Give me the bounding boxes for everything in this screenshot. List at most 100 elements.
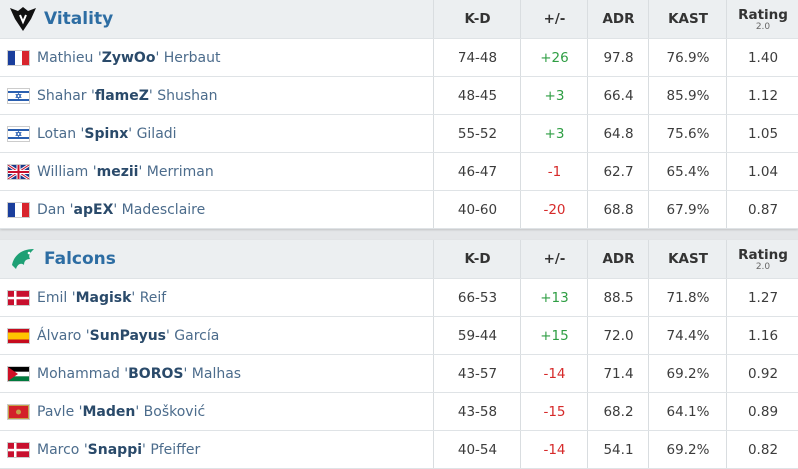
stat-adr: 71.4 <box>587 355 649 392</box>
header-row: Falcons K-D +/- ADR KAST Rating 2.0 <box>0 240 798 279</box>
player-name[interactable]: Mohammad ' BOROS ' Malhas <box>37 355 241 392</box>
player-row: Dan ' apEX ' Madesclaire 40-60 -20 68.8 67.9% 0… <box>0 191 798 229</box>
stat-diff: +13 <box>520 279 588 316</box>
stat-diff: +26 <box>520 39 588 76</box>
flag <box>7 202 30 218</box>
header-label: ADR <box>602 11 635 27</box>
header-label: ADR <box>602 251 635 267</box>
first-name: Mathieu ' <box>37 49 102 66</box>
team-logo <box>10 7 36 31</box>
flag <box>7 88 30 104</box>
stat-adr: 68.2 <box>587 393 649 430</box>
stat-kast: 71.8% <box>648 279 727 316</box>
nickname: Snappi <box>87 441 143 458</box>
first-name: Mohammad ' <box>37 365 129 382</box>
last-name: ' Shushan <box>148 87 218 104</box>
stat-adr: 66.4 <box>587 77 649 114</box>
last-name: ' Pfeiffer <box>142 441 201 458</box>
player-name[interactable]: Shahar ' flameZ ' Shushan <box>37 77 217 114</box>
last-name: ' Bošković <box>135 403 206 420</box>
player-name[interactable]: Emil ' Magisk ' Reif <box>37 279 166 316</box>
header-sub: 2.0 <box>755 21 771 32</box>
stat-rating: 1.16 <box>726 317 798 354</box>
team-table: Falcons K-D +/- ADR KAST Rating 2.0 Emil ' Magis… <box>0 240 798 469</box>
player-row: Marco ' Snappi ' Pfeiffer 40-54 -14 54.1 69.2%… <box>0 431 798 469</box>
player-row: William ' mezii ' Merriman 46-47 -1 62.7 65.4%… <box>0 153 798 191</box>
stat-adr: 62.7 <box>587 153 649 190</box>
last-name: ' Herbaut <box>155 49 221 66</box>
stat-rating: 0.89 <box>726 393 798 430</box>
header-label: K-D <box>464 251 491 267</box>
stat-kd: 40-60 <box>433 191 521 228</box>
team-table: Vitality K-D +/- ADR KAST Rating 2.0 Mathieu ' Z… <box>0 0 798 229</box>
first-name: Marco ' <box>37 441 88 458</box>
column-header: KAST <box>648 0 727 38</box>
stat-rating: 0.92 <box>726 355 798 392</box>
stat-diff: +3 <box>520 115 588 152</box>
stat-adr: 64.8 <box>587 115 649 152</box>
column-header: KAST <box>648 240 727 278</box>
team-logo <box>12 249 34 269</box>
player-name[interactable]: William ' mezii ' Merriman <box>37 153 214 190</box>
nickname: Spinx <box>84 125 129 142</box>
column-header: K-D <box>433 0 521 38</box>
stat-kast: 64.1% <box>648 393 727 430</box>
player-name[interactable]: Marco ' Snappi ' Pfeiffer <box>37 431 200 468</box>
header-row: Vitality K-D +/- ADR KAST Rating 2.0 <box>0 0 798 39</box>
stat-kd: 59-44 <box>433 317 521 354</box>
stat-kast: 85.9% <box>648 77 727 114</box>
stat-rating: 0.82 <box>726 431 798 468</box>
player-name[interactable]: Lotan ' Spinx ' Giladi <box>37 115 177 152</box>
header-sub: 2.0 <box>755 261 771 272</box>
last-name: ' Giladi <box>128 125 177 142</box>
flag <box>7 164 30 180</box>
stat-kast: 74.4% <box>648 317 727 354</box>
player-name[interactable]: Álvaro ' SunPayus ' García <box>37 317 219 354</box>
stat-kd: 66-53 <box>433 279 521 316</box>
stat-diff: +3 <box>520 77 588 114</box>
column-header: Rating 2.0 <box>726 0 798 38</box>
player-row: Pavle ' Maden ' Bošković 43-58 -15 68.2 64.1% 0… <box>0 393 798 431</box>
stat-rating: 1.05 <box>726 115 798 152</box>
stat-kast: 75.6% <box>648 115 727 152</box>
stat-diff: -14 <box>520 355 588 392</box>
first-name: Shahar ' <box>37 87 95 104</box>
player-name[interactable]: Dan ' apEX ' Madesclaire <box>37 191 205 228</box>
first-name: Lotan ' <box>37 125 85 142</box>
stat-kast: 76.9% <box>648 39 727 76</box>
column-header: ADR <box>587 240 649 278</box>
flag <box>7 366 30 382</box>
stat-rating: 1.40 <box>726 39 798 76</box>
flag <box>7 442 30 458</box>
player-row: Emil ' Magisk ' Reif 66-53 +13 88.5 71.8% 1.27 <box>0 279 798 317</box>
first-name: Emil ' <box>37 289 76 306</box>
player-row: Mohammad ' BOROS ' Malhas 43-57 -14 71.4 69.2%… <box>0 355 798 393</box>
team-name[interactable]: Falcons <box>44 249 116 269</box>
stat-kd: 43-58 <box>433 393 521 430</box>
player-name[interactable]: Mathieu ' ZywOo ' Herbaut <box>37 39 220 76</box>
column-header: ADR <box>587 0 649 38</box>
header-label: K-D <box>464 11 491 27</box>
player-name[interactable]: Pavle ' Maden ' Bošković <box>37 393 205 430</box>
flag <box>7 126 30 142</box>
last-name: ' Merriman <box>138 163 214 180</box>
header-label: +/- <box>543 251 566 267</box>
stat-kast: 69.2% <box>648 355 727 392</box>
stat-rating: 1.27 <box>726 279 798 316</box>
first-name: William ' <box>37 163 97 180</box>
stat-diff: -14 <box>520 431 588 468</box>
first-name: Álvaro ' <box>37 327 90 344</box>
header-label: Rating <box>738 246 788 263</box>
stat-kd: 40-54 <box>433 431 521 468</box>
stat-diff: -15 <box>520 393 588 430</box>
stat-diff: -20 <box>520 191 588 228</box>
nickname: apEX <box>73 201 114 218</box>
stat-adr: 68.8 <box>587 191 649 228</box>
team-name[interactable]: Vitality <box>44 9 114 29</box>
player-row: Shahar ' flameZ ' Shushan 48-45 +3 66.4 85.9% 1… <box>0 77 798 115</box>
stat-rating: 0.87 <box>726 191 798 228</box>
stat-adr: 88.5 <box>587 279 649 316</box>
stat-rating: 1.04 <box>726 153 798 190</box>
column-header: +/- <box>520 0 588 38</box>
last-name: ' Madesclaire <box>113 201 206 218</box>
